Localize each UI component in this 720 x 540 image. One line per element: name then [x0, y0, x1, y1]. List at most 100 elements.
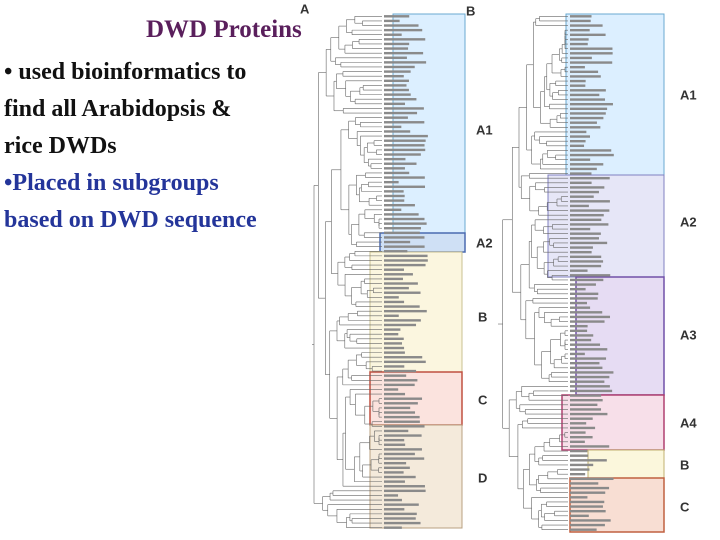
leaf-label [570, 153, 614, 157]
leaf-label [570, 126, 601, 129]
leaf-label [570, 334, 594, 337]
leaf-label [570, 213, 604, 217]
leaf-label [384, 420, 420, 423]
bullet-line: rice DWDs [4, 133, 117, 159]
leaf-label [384, 466, 410, 470]
leaf-label [570, 417, 593, 420]
leaf-label [384, 402, 418, 405]
leaf-label [384, 471, 404, 474]
leaf-label [384, 383, 415, 387]
leaf-label [570, 255, 602, 259]
leaf-label [384, 180, 399, 184]
leaf-label [570, 472, 586, 476]
leaf-label [384, 194, 405, 198]
leaf-label [570, 65, 585, 69]
bullet-line: • used bioinformatics to [4, 59, 247, 85]
leaf-label [570, 486, 610, 490]
leaf-label [384, 434, 422, 437]
bullet-line: •Placed in subgroups [4, 170, 219, 196]
leaf-label [384, 475, 416, 479]
leaf-label [384, 314, 399, 317]
leaf-label [384, 250, 408, 253]
leaf-label [570, 523, 605, 527]
leaf-label [570, 514, 589, 518]
leaf-label [384, 438, 405, 442]
leaf-label [384, 508, 405, 511]
leaf-label [570, 329, 588, 333]
leaf-label [384, 51, 424, 55]
leaf-label [384, 291, 421, 294]
leaf-label [384, 415, 420, 419]
leaf-label [384, 485, 425, 488]
leaf-label [384, 245, 425, 248]
leaf-label [384, 19, 400, 23]
leaf-label [570, 93, 600, 97]
panel-label: A [300, 1, 310, 16]
leaf-label [384, 263, 426, 267]
leaf-label [384, 153, 421, 156]
leaf-label [384, 203, 415, 207]
leaf-label [570, 47, 613, 50]
leaf-label [384, 512, 417, 516]
leaf-label [384, 79, 409, 83]
leaf-label [570, 102, 613, 106]
leaf-label [384, 259, 428, 262]
leaf-label [384, 328, 401, 331]
leaf-label [384, 176, 425, 179]
leaf-label [570, 98, 606, 101]
leaf-label [570, 195, 594, 198]
leaf-label [384, 47, 409, 50]
leaf-label [570, 186, 605, 189]
leaf-label [570, 297, 598, 300]
leaf-label [570, 144, 585, 148]
leaf-label [384, 498, 402, 502]
group-label: A4 [680, 415, 697, 430]
leaf-label [384, 15, 410, 18]
bullet-line: based on DWD sequence [4, 207, 257, 233]
leaf-label [384, 286, 409, 290]
leaf-label [570, 278, 604, 282]
leaf-label [384, 379, 418, 382]
leaf-label [570, 250, 592, 254]
leaf-label [570, 371, 614, 374]
group-label: B [478, 309, 487, 324]
leaf-label [384, 309, 427, 313]
leaf-label [570, 505, 603, 508]
leaf-label [570, 519, 611, 522]
group-label: C [680, 499, 690, 514]
leaf-label [384, 24, 419, 27]
leaf-label [384, 521, 421, 525]
leaf-label [570, 366, 603, 370]
leaf-label [570, 260, 604, 263]
leaf-label [384, 305, 420, 308]
leaf-label [570, 209, 610, 212]
leaf-label [384, 300, 405, 304]
leaf-label [570, 324, 588, 328]
leaf-label [384, 342, 403, 345]
leaf-label [570, 28, 590, 32]
leaf-label [570, 375, 610, 379]
leaf-label [570, 61, 613, 64]
leaf-label [384, 208, 402, 212]
leaf-label [570, 70, 599, 74]
leaf-label [384, 199, 405, 202]
leaf-label [570, 130, 587, 134]
leaf-label [384, 332, 399, 336]
leaf-label [570, 394, 602, 397]
leaf-label [384, 268, 404, 271]
leaf-label [570, 412, 608, 416]
leaf-label [570, 19, 591, 23]
leaf-label [384, 28, 423, 32]
leaf-label [384, 296, 399, 299]
leaf-label [570, 204, 589, 208]
leaf-label [570, 500, 605, 504]
leaf-label [384, 443, 406, 446]
leaf-label [384, 61, 427, 64]
leaf-label [384, 282, 418, 285]
group-label: A3 [680, 327, 697, 342]
leaf-label [384, 411, 416, 414]
leaf-label [384, 116, 408, 119]
leaf-label [384, 489, 426, 493]
leaf-label [570, 181, 592, 185]
